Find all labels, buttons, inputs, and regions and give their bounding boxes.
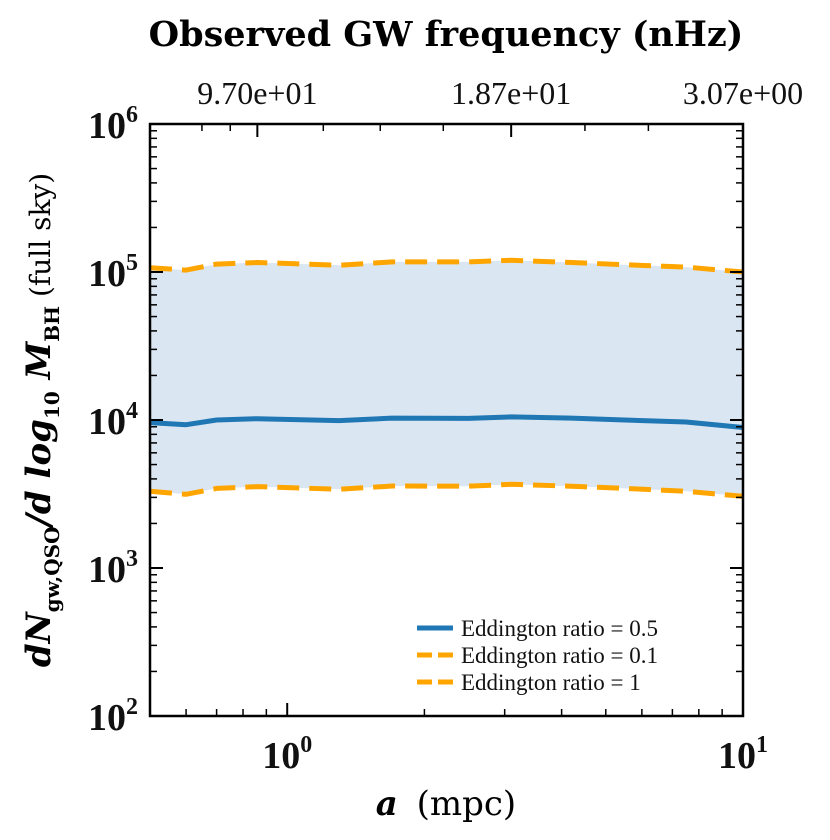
y-label-dN: dN (19, 610, 59, 667)
y-tick-label: 103 (88, 546, 138, 591)
x-tick-label: 100 (262, 732, 312, 777)
x-axis-label: a (mpc) (376, 784, 516, 824)
y-tick-label: 104 (88, 398, 138, 443)
y-label-fullsky: (full sky) (24, 173, 57, 306)
y-label-dlog: /d log (19, 419, 59, 529)
x-tick-label: 101 (718, 732, 768, 777)
y-tick-label: 105 (88, 250, 138, 295)
y-label-M: M (19, 340, 59, 391)
axis-ticks (150, 123, 744, 717)
x-axis-symbol: a (376, 784, 398, 824)
y-tick-label: 102 (88, 694, 138, 739)
top-tick-label: 1.87e+01 (451, 75, 571, 111)
chart-title: Observed GW frequency (nHz) (149, 14, 744, 55)
series-line-0 (149, 414, 744, 430)
x-axis-unit: (mpc) (417, 784, 517, 824)
series-line-2 (149, 257, 744, 275)
legend-label-2: Eddington ratio = 1 (461, 670, 641, 695)
plot-area (149, 257, 744, 499)
tick-labels: 102 103 104 105 106 100 101 9.70e+01 1.87e+01 3.0… (88, 75, 803, 777)
series-line-1 (149, 481, 744, 499)
y-label-sub-10: 10 (40, 391, 64, 419)
legend-label-1: Eddington ratio = 0.1 (461, 643, 658, 668)
y-tick-label: 106 (88, 102, 138, 147)
top-tick-label: 9.70e+01 (197, 75, 317, 111)
confidence-band (150, 260, 743, 497)
y-label-sub-BH: BH (40, 306, 64, 342)
y-axis-label: dNgw,QSO/d log10 MBH (full sky) (19, 173, 64, 667)
top-tick-label: 3.07e+00 (683, 75, 803, 111)
legend-label-0: Eddington ratio = 0.5 (461, 616, 658, 641)
y-label-sub-gwqso: gw,QSO (40, 526, 64, 612)
